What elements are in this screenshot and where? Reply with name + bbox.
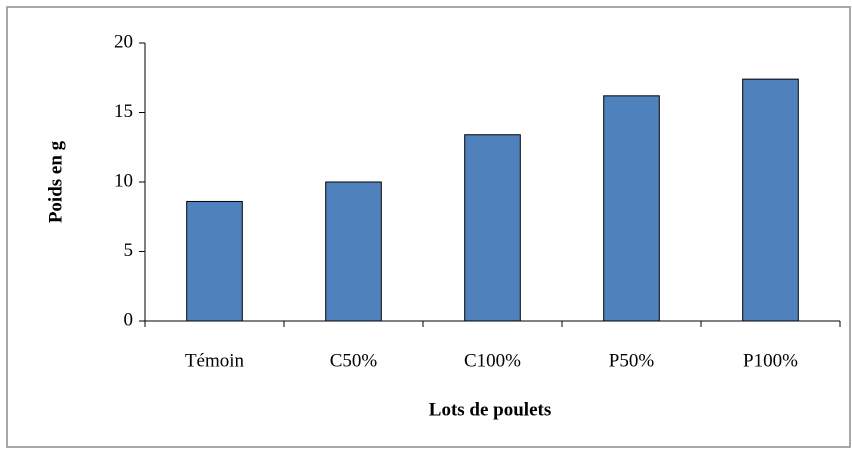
- y-tick-label: 0: [124, 309, 134, 330]
- bar: [464, 134, 521, 322]
- bar: [742, 78, 799, 322]
- x-axis-title: Lots de poulets: [429, 399, 551, 420]
- x-tick-label: C50%: [330, 350, 378, 371]
- x-tick-label: C100%: [464, 350, 521, 371]
- y-tick-label: 10: [114, 170, 133, 191]
- y-tick-label: 20: [114, 31, 133, 52]
- y-tick-label: 15: [114, 101, 133, 122]
- x-tick-label: P100%: [743, 350, 798, 371]
- y-axis-title: Poids en g: [45, 140, 66, 223]
- x-tick-label: Témoin: [185, 350, 245, 371]
- y-tick-label: 5: [124, 240, 134, 261]
- bar: [603, 95, 660, 322]
- chart-border: [6, 6, 851, 448]
- bar: [325, 181, 382, 322]
- x-tick-label: P50%: [609, 350, 655, 371]
- bar: [186, 200, 243, 322]
